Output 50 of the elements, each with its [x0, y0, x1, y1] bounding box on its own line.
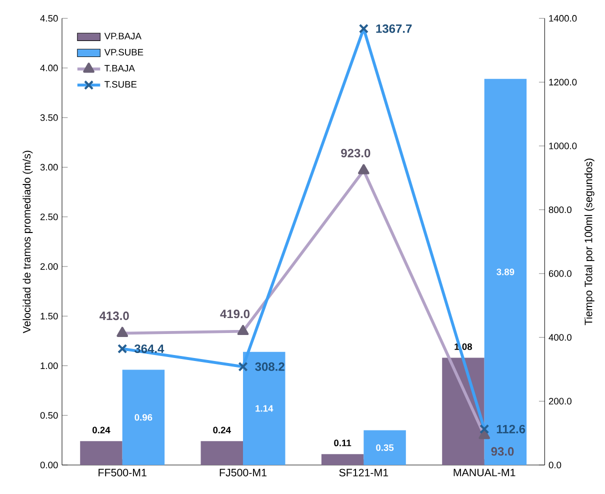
y2-tick-label: 0.0: [548, 462, 562, 468]
y2-tick-label: 400.0: [548, 334, 572, 341]
y2-axis-title: Tiempo Total por 100ml (segundos): [584, 158, 594, 326]
y-axis-title: Velocidad de tramos promediado (m/s): [22, 150, 33, 334]
data-label: 0.24: [213, 426, 231, 434]
x-tick-label: MANUAL-M1: [454, 468, 516, 476]
y-tick-label: 2.00: [40, 263, 58, 270]
y2-tick-label: 1200.0: [549, 78, 577, 86]
y-tick-label: 3.00: [40, 164, 58, 171]
data-label: 923.0: [341, 148, 370, 158]
y2-tick-label: 1000.0: [549, 142, 577, 150]
data-label: 419.0: [220, 310, 250, 318]
data-label: 1367.7: [376, 24, 412, 33]
bar: [243, 352, 286, 465]
y-tick-label: 1.00: [40, 362, 58, 370]
bar: [484, 78, 527, 465]
bar: [200, 441, 244, 465]
x-tick-label: FF500-M1: [98, 468, 146, 476]
bar: [321, 454, 364, 465]
y-tick-label: 4.50: [40, 15, 58, 22]
data-label: 112.6: [496, 424, 526, 434]
legend-label: VP.SUBE: [104, 48, 144, 56]
data-label: 93.0: [491, 447, 514, 456]
y-tick-label: 3.50: [40, 114, 58, 121]
legend-label: T.SUBE: [104, 81, 137, 88]
bar: [122, 370, 165, 465]
data-label: 3.89: [496, 268, 514, 276]
legend-label: VP.BAJA: [104, 32, 142, 40]
y-tick-label: 4.00: [40, 64, 58, 72]
data-label: 308.2: [255, 362, 284, 371]
y2-tick-label: 1400.0: [549, 15, 577, 22]
data-label: 1.14: [256, 405, 274, 412]
legend-label: T.BAJA: [104, 65, 135, 72]
y-tick-label: 1.50: [40, 312, 58, 320]
bar: [80, 441, 122, 465]
y-tick-label: 0.50: [40, 412, 58, 419]
y-tick-label: 2.50: [40, 214, 58, 220]
bar: [364, 430, 406, 465]
data-label: 0.96: [134, 414, 152, 421]
data-label: 0.24: [92, 426, 110, 434]
data-label: 0.11: [334, 440, 352, 446]
y2-tick-label: 600.0: [548, 270, 572, 277]
x-tick-label: SF121-M1: [339, 468, 388, 476]
data-label: 413.0: [100, 312, 129, 320]
data-label: 364.4: [134, 344, 164, 353]
y2-tick-label: 800.0: [548, 206, 572, 214]
data-label: 0.35: [376, 444, 394, 451]
x-tick-label: FJ500-M1: [220, 468, 266, 476]
y-tick-label: 0.00: [40, 462, 58, 468]
y2-tick-label: 200.0: [548, 398, 572, 404]
